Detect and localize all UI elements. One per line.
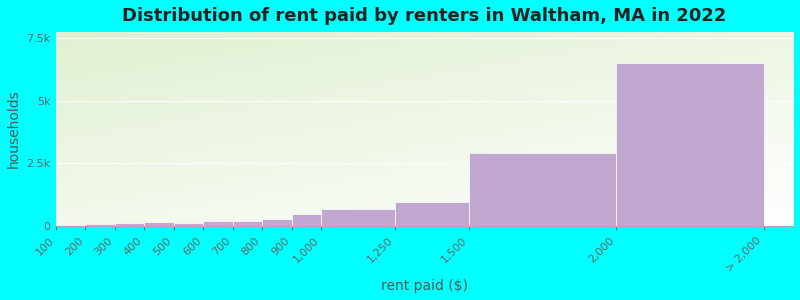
Title: Distribution of rent paid by renters in Waltham, MA in 2022: Distribution of rent paid by renters in …	[122, 7, 726, 25]
Bar	[56, 225, 85, 226]
X-axis label: rent paid ($): rent paid ($)	[381, 279, 468, 293]
Y-axis label: households: households	[7, 90, 21, 168]
Bar	[233, 221, 262, 226]
Bar	[262, 219, 291, 226]
Bar	[321, 208, 395, 226]
Bar	[395, 202, 469, 226]
Bar	[85, 224, 114, 226]
Bar	[203, 221, 233, 226]
Bar	[114, 223, 144, 226]
Bar	[616, 63, 763, 226]
Bar	[469, 153, 616, 226]
Bar	[291, 214, 321, 226]
Bar	[174, 223, 203, 226]
Bar	[144, 222, 174, 226]
